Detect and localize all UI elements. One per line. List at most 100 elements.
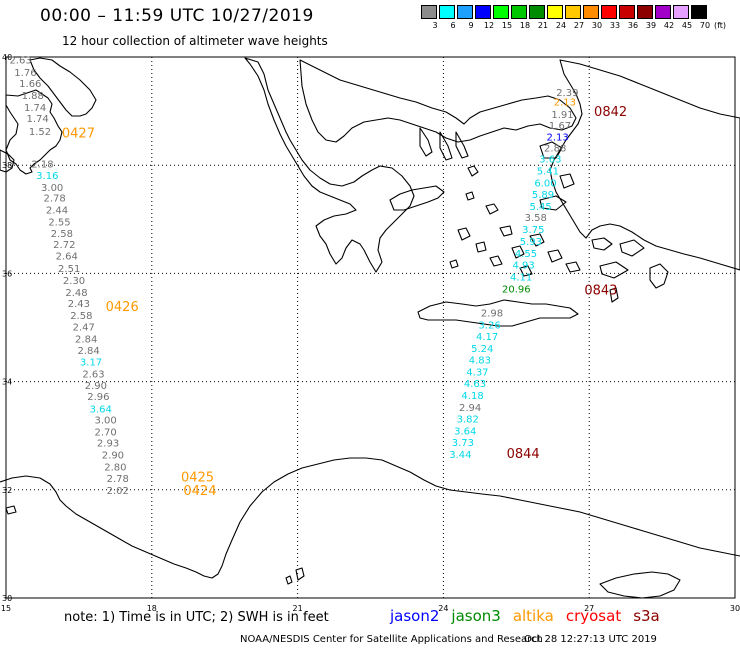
- colorbar-label: 18: [519, 21, 531, 30]
- lat-tick-label: 30: [2, 594, 12, 603]
- wave-height-value: 1.52: [29, 127, 51, 138]
- wave-height-value: 3.64: [454, 426, 476, 437]
- lon-tick-label: 27: [584, 604, 594, 613]
- wave-height-value: 4.83: [469, 355, 491, 366]
- map-subtitle: 12 hour collection of altimeter wave hei…: [62, 34, 328, 48]
- colorbar-swatch: [439, 5, 455, 19]
- wave-height-value: 2.43: [68, 299, 90, 310]
- coastline-rhodes: [649, 263, 669, 289]
- footer-timestamp: Oct 28 12:27:13 UTC 2019: [524, 634, 657, 645]
- wave-height-value: 5.24: [471, 344, 493, 355]
- legend-s3a: s3a: [633, 607, 660, 625]
- wave-height-value: 5.89: [532, 190, 554, 201]
- wave-height-value: 2.58: [70, 311, 92, 322]
- pass-time-label: 0426: [106, 300, 139, 315]
- lon-tick-label: 18: [147, 604, 157, 613]
- colorbar-label: 33: [609, 21, 621, 30]
- colorbar-swatch: [421, 5, 437, 19]
- wave-height-value: 2.96: [87, 392, 109, 403]
- wave-height-value: 2.64: [56, 252, 78, 263]
- colorbar-swatch: [511, 5, 527, 19]
- colorbar-label: 6: [450, 21, 456, 30]
- wave-height-value: 3.75: [522, 225, 544, 236]
- colorbar-label: 21: [537, 21, 549, 30]
- coastline-malta: [5, 505, 17, 515]
- footer-note: note: 1) Time is in UTC; 2) SWH is in fe…: [64, 610, 329, 625]
- wave-height-value: 3.26: [478, 320, 500, 331]
- colorbar-label: 70: [699, 21, 711, 30]
- wave-height-value: 3.64: [90, 405, 112, 416]
- wave-height-value: 2.55: [48, 217, 70, 228]
- wave-height-value: 2.88: [544, 143, 566, 154]
- wave-height-value: 2.78: [43, 194, 65, 205]
- lat-tick-label: 32: [2, 486, 12, 495]
- wave-height-value: 4.11: [510, 273, 532, 284]
- wave-height-value: 20.96: [502, 285, 531, 296]
- wave-height-value: 2.90: [85, 381, 107, 392]
- wave-height-value: 1.67: [549, 121, 571, 132]
- pass-time-label: 0424: [183, 484, 216, 499]
- wave-height-value: 2.18: [31, 160, 53, 171]
- wave-height-value: 3.82: [457, 414, 479, 425]
- wave-height-value: 5.45: [529, 202, 551, 213]
- wave-height-value: 1.76: [14, 68, 36, 79]
- map-frame: [5, 56, 736, 599]
- wave-height-value: 3.73: [452, 438, 474, 449]
- coastline-crete: [417, 299, 579, 327]
- wave-height-value: 2.13: [546, 133, 568, 144]
- wave-height-value: 2.02: [107, 486, 129, 497]
- colorbar-swatch: [547, 5, 563, 19]
- coastline-euboea: [389, 185, 445, 211]
- wave-height-value: 2.63: [82, 369, 104, 380]
- wave-height-value: 2.84: [77, 346, 99, 357]
- colorbar-swatch: [619, 5, 635, 19]
- pass-time-label: 0427: [62, 127, 95, 142]
- lon-tick-label: 30: [730, 604, 740, 613]
- pass-time-label: 0842: [594, 105, 627, 120]
- colorbar-swatch: [601, 5, 617, 19]
- wave-height-value: 2.13: [554, 97, 576, 108]
- wave-height-value: 2.98: [481, 308, 503, 319]
- wave-height-value: 3.17: [80, 358, 102, 369]
- coastline-layer: [0, 57, 740, 599]
- colorbar-unit: (ft): [713, 21, 727, 30]
- wave-height-value: 1.74: [26, 114, 48, 125]
- aegean-islands: [449, 141, 645, 279]
- wave-height-value: 2.51: [58, 264, 80, 275]
- colorbar-label: 27: [573, 21, 585, 30]
- colorbar-label: 9: [468, 21, 474, 30]
- pass-time-label: 0844: [507, 447, 540, 462]
- colorbar-label: 42: [663, 21, 675, 30]
- lat-tick-label: 36: [2, 269, 12, 278]
- wave-height-value: 2.30: [63, 276, 85, 287]
- lat-tick-label: 34: [2, 378, 12, 387]
- wave-height-value: 5.93: [520, 237, 542, 248]
- colorbar-label: 24: [555, 21, 567, 30]
- coastline-sicily: [0, 149, 15, 173]
- lon-tick-label: 21: [293, 604, 303, 613]
- coastline-libya: [0, 457, 740, 579]
- coastline-italy-north: [29, 57, 97, 117]
- wave-height-value: 2.47: [73, 322, 95, 333]
- colorbar-swatch: [565, 5, 581, 19]
- wave-height-value: 3.44: [449, 450, 471, 461]
- map-title: 00:00 – 11:59 UTC 10/27/2019: [40, 6, 314, 26]
- altimeter-tracks: 2.631.761.661.881.741.741.522.183.163.00…: [9, 56, 627, 499]
- wave-height-value: 2.70: [94, 427, 116, 438]
- lon-tick-label: 15: [1, 604, 11, 613]
- wave-height-value: 4.55: [515, 249, 537, 260]
- legend-cryosat: cryosat: [565, 607, 622, 625]
- wave-height-value: 2.84: [75, 334, 97, 345]
- right-track: 2.392.131.911.672.132.883.635.416.005.89…: [449, 88, 578, 461]
- coastline-karpathos: [609, 287, 619, 303]
- legend-jason3: jason3: [451, 607, 501, 625]
- colorbar-swatch: [637, 5, 653, 19]
- satellite-legend: jason2 jason3 altika cryosat s3a: [390, 607, 672, 625]
- left-track: 2.631.761.661.881.741.741.522.183.163.00…: [9, 56, 128, 497]
- colorbar-label: 36: [627, 21, 639, 30]
- wave-height-value: 6.00: [534, 179, 556, 190]
- axis-labels: 15 18 21 24 27 30 40 38 36 34 32 30: [1, 53, 740, 613]
- colorbar-swatch: [493, 5, 509, 19]
- coastline-cyprus: [599, 571, 681, 599]
